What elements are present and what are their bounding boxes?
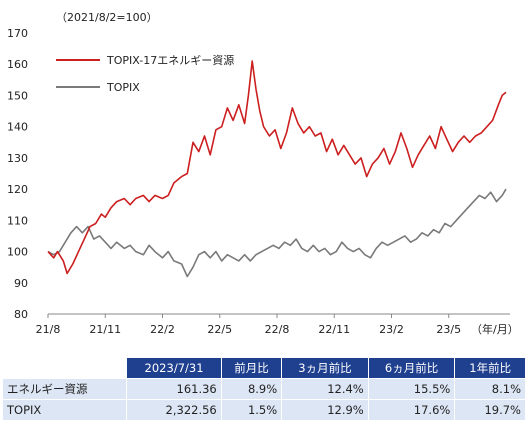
cell-value: 1.5%	[220, 399, 283, 421]
row-label: TOPIX	[1, 399, 128, 421]
x-tick-label: 21/8	[36, 323, 61, 336]
cell-value: 8.9%	[220, 378, 283, 400]
y-tick-label: 80	[14, 308, 28, 321]
header-1y: 1年前比	[454, 357, 526, 379]
y-tick-label: 120	[7, 183, 28, 196]
series-line-topix	[47, 188, 507, 278]
legend-label-energy: TOPIX-17エネルギー資源	[106, 53, 234, 67]
cell-value: 15.5%	[367, 378, 456, 400]
table-row: エネルギー資源 161.36 8.9% 12.4% 15.5% 8.1%	[1, 378, 526, 400]
y-tick-label: 110	[7, 214, 28, 227]
x-axis: 21/8 21/11 22/2 22/5 22/8 22/11 23/2 23/5	[36, 313, 510, 336]
legend-label-topix: TOPIX	[106, 81, 140, 94]
table-corner	[1, 357, 128, 379]
cell-value: 12.4%	[281, 378, 369, 400]
y-tick-label: 130	[7, 152, 28, 165]
y-tick-label: 150	[7, 89, 28, 102]
table-header-row: 2023/7/31 前月比 3ヵ月前比 6ヵ月前比 1年前比	[1, 357, 526, 379]
cell-value: 19.7%	[454, 399, 526, 421]
x-tick-label: 22/11	[318, 323, 350, 336]
base-note: （2021/8/2=100）	[56, 11, 158, 24]
cell-value: 161.36	[126, 378, 222, 400]
header-6m: 6ヵ月前比	[367, 357, 456, 379]
x-tick-label: 22/5	[207, 323, 232, 336]
cell-value: 2,322.56	[126, 399, 222, 421]
table-row: TOPIX 2,322.56 1.5% 12.9% 17.6% 19.7%	[1, 399, 526, 421]
series-line-energy	[47, 60, 507, 275]
y-tick-label: 170	[7, 27, 28, 40]
x-tick-label: 22/2	[150, 323, 175, 336]
plot-area	[47, 60, 507, 278]
cell-value: 8.1%	[454, 378, 526, 400]
cell-value: 12.9%	[281, 399, 369, 421]
y-tick-label: 140	[7, 121, 28, 134]
y-tick-label: 90	[14, 277, 28, 290]
header-3m: 3ヵ月前比	[281, 357, 369, 379]
x-tick-label: 23/2	[379, 323, 404, 336]
row-label: エネルギー資源	[1, 378, 128, 400]
cell-value: 17.6%	[367, 399, 456, 421]
y-tick-label: 100	[7, 246, 28, 259]
legend: TOPIX-17エネルギー資源 TOPIX	[56, 53, 234, 94]
y-axis: 80 90 100 110 120 130 140 150 160 170	[7, 27, 28, 321]
x-tick-label: 21/11	[89, 323, 121, 336]
y-tick-label: 160	[7, 58, 28, 71]
line-chart: 80 90 100 110 120 130 140 150 160 170 21/8 21/11 22…	[7, 11, 519, 336]
performance-table: 2023/7/31 前月比 3ヵ月前比 6ヵ月前比 1年前比 エネルギー資源 1…	[1, 357, 526, 421]
x-tick-label: 22/8	[265, 323, 290, 336]
header-1m: 前月比	[220, 357, 283, 379]
header-date: 2023/7/31	[126, 357, 222, 379]
x-unit-note: （年/月）	[471, 322, 519, 336]
x-tick-label: 23/5	[436, 323, 461, 336]
